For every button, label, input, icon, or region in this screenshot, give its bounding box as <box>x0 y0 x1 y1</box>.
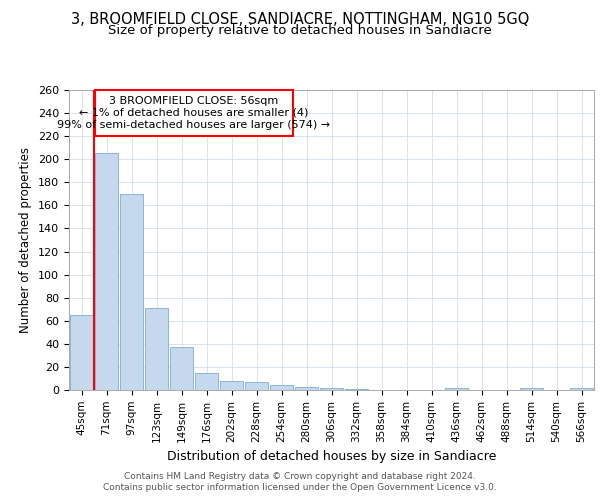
Text: 3, BROOMFIELD CLOSE, SANDIACRE, NOTTINGHAM, NG10 5GQ: 3, BROOMFIELD CLOSE, SANDIACRE, NOTTINGH… <box>71 12 529 28</box>
Bar <box>445 388 468 390</box>
Bar <box>195 372 218 390</box>
Bar <box>120 194 143 390</box>
Bar <box>70 315 93 390</box>
Bar <box>320 388 343 390</box>
Bar <box>345 389 368 390</box>
Bar <box>295 386 318 390</box>
Text: 99% of semi-detached houses are larger (574) →: 99% of semi-detached houses are larger (… <box>58 120 331 130</box>
Bar <box>170 348 193 390</box>
Bar <box>270 386 293 390</box>
Text: ← 1% of detached houses are smaller (4): ← 1% of detached houses are smaller (4) <box>79 108 308 118</box>
Bar <box>95 154 118 390</box>
FancyBboxPatch shape <box>95 90 293 136</box>
X-axis label: Distribution of detached houses by size in Sandiacre: Distribution of detached houses by size … <box>167 450 496 463</box>
Text: Size of property relative to detached houses in Sandiacre: Size of property relative to detached ho… <box>108 24 492 37</box>
Bar <box>245 382 268 390</box>
Text: Contains HM Land Registry data © Crown copyright and database right 2024.
Contai: Contains HM Land Registry data © Crown c… <box>103 472 497 492</box>
Bar <box>520 388 543 390</box>
Y-axis label: Number of detached properties: Number of detached properties <box>19 147 32 333</box>
Bar <box>220 381 243 390</box>
Text: 3 BROOMFIELD CLOSE: 56sqm: 3 BROOMFIELD CLOSE: 56sqm <box>109 96 278 106</box>
Bar <box>570 388 593 390</box>
Bar <box>145 308 168 390</box>
